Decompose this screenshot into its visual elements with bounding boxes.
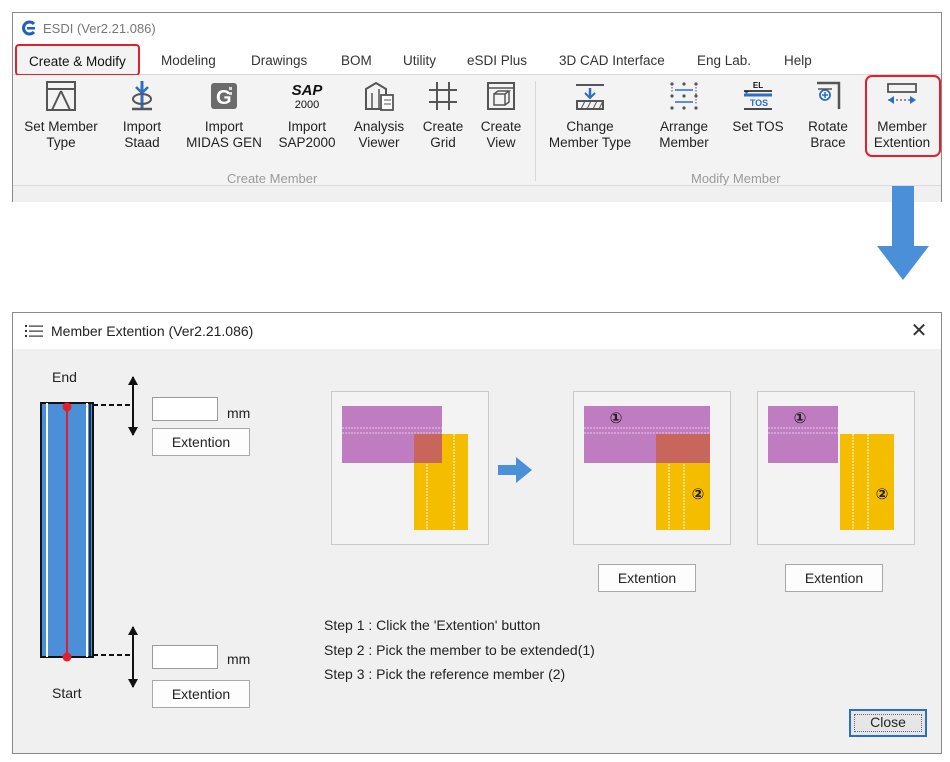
tab-drawings[interactable]: Drawings	[251, 53, 308, 68]
set-tos-label: Set TOS	[732, 119, 784, 134]
arrange-member-label: Arrange Member	[659, 119, 709, 150]
rotate-brace-icon	[817, 81, 841, 109]
member-1-marker: ①	[610, 409, 623, 427]
group-separator	[535, 81, 536, 181]
ribbon-footer	[13, 185, 941, 202]
tab-eng-lab[interactable]: Eng Lab.	[697, 53, 752, 68]
member-extention-label: Member Extention	[873, 119, 931, 150]
tab-utility[interactable]: Utility	[403, 53, 436, 68]
before-diagram	[342, 406, 468, 530]
right-arrow-icon	[498, 457, 532, 483]
result-extention-button-2[interactable]: Extention	[785, 564, 883, 592]
end-result-panel: ① ②	[573, 391, 731, 545]
ribbon-tab-bar: Create & Modify Modeling Drawings BOM Ut…	[13, 43, 941, 76]
start-label: Start	[52, 685, 82, 701]
step-2-text: Step 2 : Pick the member to be extended(…	[324, 642, 595, 658]
analysis-viewer-label: Analysis Viewer	[353, 119, 405, 150]
tab-create-modify[interactable]: Create & Modify	[15, 44, 140, 76]
ribbon-groups: Set Member Type Import Staad G Import MI…	[13, 75, 941, 186]
import-staad-label: Import Staad	[122, 119, 162, 150]
step-1-text: Step 1 : Click the 'Extention' button	[324, 617, 541, 633]
close-button[interactable]: Close	[849, 709, 927, 737]
create-grid-label: Create Grid	[422, 119, 464, 150]
arrange-member-button[interactable]: Arrange Member	[649, 79, 719, 151]
member-extention-button[interactable]: Member Extention	[867, 79, 937, 151]
menu-list-icon[interactable]	[25, 324, 43, 338]
dialog-title: Member Extention (Ver2.21.086)	[51, 323, 254, 339]
create-grid-icon	[429, 82, 457, 110]
change-member-type-button[interactable]: Change Member Type	[543, 79, 637, 151]
create-view-icon	[487, 82, 515, 110]
app-title: ESDI (Ver2.21.086)	[43, 21, 156, 36]
set-member-type-button[interactable]: Set Member Type	[19, 79, 103, 151]
import-midas-gen-icon: G	[211, 83, 237, 109]
rotate-brace-button[interactable]: Rotate Brace	[797, 79, 859, 151]
group-label-create-member: Create Member	[227, 171, 318, 186]
import-midas-gen-label: Import MIDAS GEN	[186, 119, 262, 150]
tab-modeling[interactable]: Modeling	[161, 53, 216, 68]
change-member-type-icon	[576, 84, 604, 110]
analysis-viewer-icon	[365, 81, 394, 111]
sap-logo-number: 2000	[295, 99, 319, 111]
tos-label: TOS	[750, 98, 768, 108]
start-unit-label: mm	[227, 651, 251, 667]
import-sap2000-button[interactable]: SAP 2000 Import SAP2000	[271, 79, 343, 151]
import-midas-gen-button[interactable]: G Import MIDAS GEN	[183, 79, 265, 151]
import-staad-button[interactable]: Import Staad	[109, 79, 175, 151]
svg-text:G: G	[216, 87, 232, 109]
dialog-title-bar: Member Extention (Ver2.21.086) ✕	[13, 313, 941, 349]
esdi-logo-icon	[22, 20, 36, 36]
member-2-marker: ②	[876, 485, 889, 503]
arrange-member-icon	[670, 82, 698, 110]
end-extention-button[interactable]: Extention	[152, 428, 250, 456]
sap-logo-text: SAP	[292, 82, 324, 99]
import-sap2000-icon: SAP 2000	[292, 82, 324, 111]
tab-3d-cad-interface[interactable]: 3D CAD Interface	[559, 53, 665, 68]
result-extention-button-1[interactable]: Extention	[598, 564, 696, 592]
member-extention-highlight	[865, 75, 941, 157]
step-3-text: Step 3 : Pick the reference member (2)	[324, 666, 566, 682]
ribbon-window: ESDI (Ver2.21.086) Create & Modify Model…	[12, 12, 942, 202]
import-sap2000-label: Import SAP2000	[278, 119, 336, 150]
rotate-brace-label: Rotate Brace	[808, 119, 848, 150]
end-label: End	[52, 369, 77, 385]
set-member-type-label: Set Member Type	[24, 119, 98, 150]
el-label: EL	[753, 81, 763, 90]
member-2-marker: ②	[692, 485, 705, 503]
create-view-label: Create View	[480, 119, 522, 150]
tab-help[interactable]: Help	[784, 53, 812, 68]
member-extention-dialog: Member Extention (Ver2.21.086) ✕ End Sta…	[12, 312, 942, 754]
start-extention-button[interactable]: Extention	[152, 680, 250, 708]
before-panel	[331, 391, 489, 545]
import-staad-icon	[132, 81, 152, 111]
end-unit-label: mm	[227, 405, 251, 421]
start-result-panel: ① ②	[757, 391, 915, 545]
tab-bom[interactable]: BOM	[341, 53, 372, 68]
down-arrow-icon	[877, 186, 929, 280]
close-icon[interactable]: ✕	[910, 320, 928, 342]
end-extension-input[interactable]	[152, 397, 218, 421]
title-bar: ESDI (Ver2.21.086)	[13, 13, 941, 43]
member-extention-icon	[887, 83, 917, 104]
set-tos-button[interactable]: EL TOS Set TOS	[723, 79, 793, 135]
group-label-modify-member: Modify Member	[691, 171, 781, 186]
analysis-viewer-button[interactable]: Analysis Viewer	[347, 79, 411, 151]
start-extension-input[interactable]	[152, 645, 218, 669]
end-result-diagram: ① ②	[584, 406, 710, 530]
change-member-type-label: Change Member Type	[548, 119, 632, 150]
tab-esdi-plus[interactable]: eSDI Plus	[467, 53, 528, 68]
set-member-type-icon	[46, 81, 76, 111]
start-result-diagram: ① ②	[768, 406, 894, 530]
member-1-marker: ①	[794, 409, 807, 427]
member-diagram	[40, 376, 138, 688]
set-tos-icon: EL TOS	[744, 81, 772, 110]
create-grid-button[interactable]: Create Grid	[415, 79, 471, 151]
create-view-button[interactable]: Create View	[473, 79, 529, 151]
